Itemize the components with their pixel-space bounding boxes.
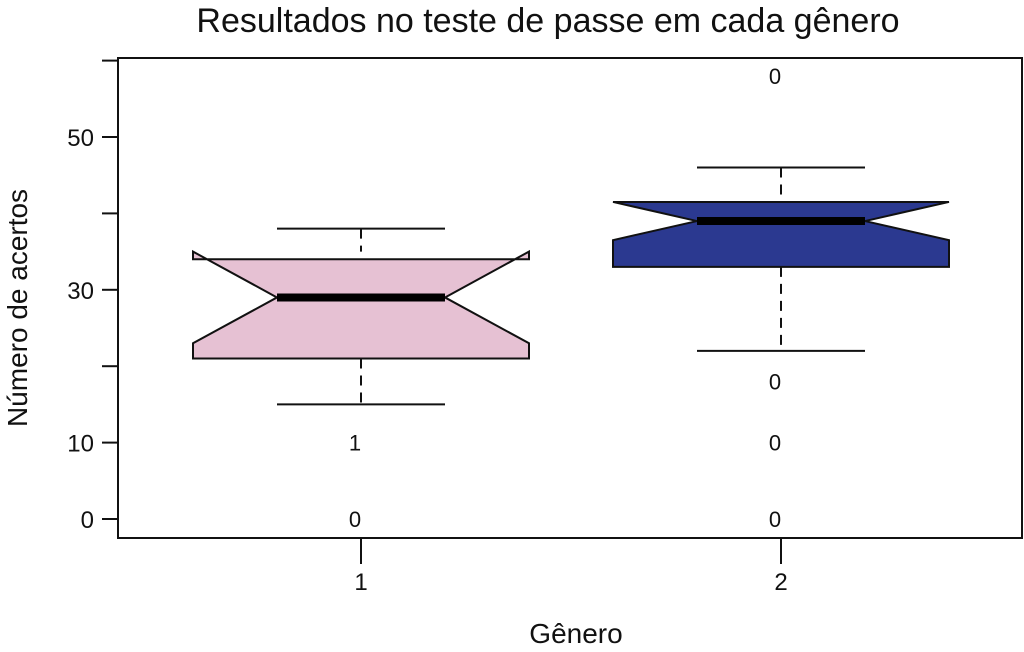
outlier-2-0: 0 [769, 64, 781, 89]
plot-frame [117, 57, 1023, 539]
box-group-1: 10 [192, 227, 530, 532]
x-axis-label: Gênero [529, 618, 622, 649]
y-tick-label-30: 30 [67, 278, 94, 305]
y-axis: 0 10 30 50 [67, 59, 118, 534]
outlier-2-2: 0 [769, 431, 781, 456]
y-tick-label-50: 50 [67, 125, 94, 152]
outlier-2-3: 0 [769, 507, 781, 532]
outlier-2-1: 0 [769, 369, 781, 394]
y-axis-label: Número de acertos [2, 189, 33, 427]
outlier-1-1: 0 [349, 507, 361, 532]
x-tick-label-1: 1 [354, 569, 367, 596]
chart-title: Resultados no teste de passe em cada gên… [196, 2, 899, 40]
x-tick-label-2: 2 [774, 569, 787, 596]
box-body-2 [612, 200, 950, 268]
y-tick-label-0: 0 [81, 507, 94, 534]
box-body-1 [192, 249, 530, 360]
y-tick-label-10: 10 [67, 431, 94, 458]
outlier-1-0: 1 [349, 431, 361, 456]
box-group-2: 0 0 0 0 [612, 64, 950, 532]
